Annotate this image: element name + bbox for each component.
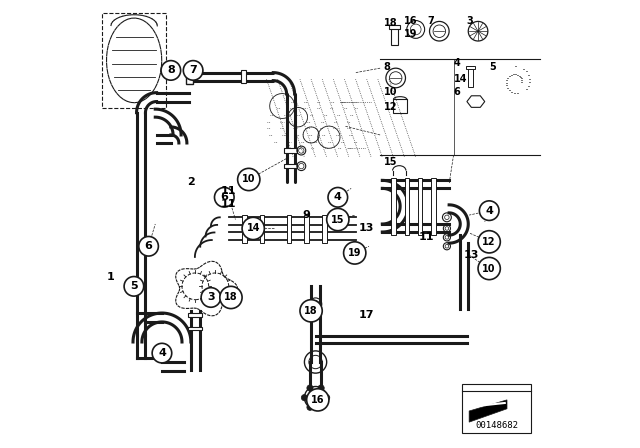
Circle shape — [201, 288, 221, 307]
Bar — [305, 215, 309, 243]
Circle shape — [220, 286, 242, 309]
Text: 17: 17 — [359, 310, 374, 320]
Text: 10: 10 — [483, 263, 496, 274]
Text: 18: 18 — [304, 306, 318, 316]
Text: 6: 6 — [220, 192, 228, 202]
Text: 00148682: 00148682 — [476, 421, 518, 430]
Bar — [391, 178, 396, 235]
Text: 12: 12 — [383, 103, 397, 112]
Text: 5: 5 — [489, 62, 496, 73]
Bar — [394, 99, 407, 113]
Bar — [388, 25, 400, 29]
Bar — [284, 148, 298, 153]
Bar — [284, 164, 298, 168]
Circle shape — [124, 276, 144, 296]
Bar — [404, 178, 409, 235]
Circle shape — [152, 343, 172, 363]
Circle shape — [344, 242, 366, 264]
Text: 5: 5 — [130, 281, 138, 291]
Bar — [463, 384, 531, 433]
Text: 2: 2 — [187, 177, 195, 187]
Bar — [241, 70, 246, 83]
Circle shape — [326, 208, 349, 231]
Circle shape — [328, 188, 348, 207]
Circle shape — [300, 300, 322, 322]
Text: 18: 18 — [383, 18, 397, 28]
Text: 11: 11 — [221, 199, 236, 209]
Text: 16: 16 — [404, 16, 417, 26]
Text: 6: 6 — [454, 87, 460, 97]
Text: 13: 13 — [359, 224, 374, 233]
Bar — [186, 69, 193, 84]
Text: 3: 3 — [466, 16, 473, 26]
Text: 11: 11 — [221, 185, 236, 196]
Circle shape — [301, 395, 308, 401]
Text: 1: 1 — [107, 272, 115, 282]
Bar — [418, 178, 422, 235]
Text: 14: 14 — [246, 224, 260, 233]
Circle shape — [161, 60, 180, 80]
Circle shape — [242, 217, 264, 240]
Text: 16: 16 — [311, 395, 324, 405]
Text: 15: 15 — [383, 157, 397, 167]
Circle shape — [307, 389, 329, 411]
Circle shape — [318, 404, 324, 410]
Bar — [242, 215, 246, 243]
Circle shape — [324, 395, 330, 401]
Bar — [322, 215, 326, 243]
Text: 8: 8 — [167, 65, 175, 75]
Bar — [468, 65, 473, 87]
Circle shape — [318, 385, 324, 391]
Text: 4: 4 — [158, 348, 166, 358]
Text: 10: 10 — [383, 87, 397, 97]
Bar — [260, 215, 264, 243]
Text: 8: 8 — [383, 62, 390, 73]
Text: 3: 3 — [207, 293, 215, 302]
Circle shape — [479, 201, 499, 220]
Bar — [431, 178, 436, 235]
Text: 6: 6 — [145, 241, 152, 251]
Polygon shape — [469, 400, 507, 422]
Circle shape — [183, 60, 203, 80]
Text: 10: 10 — [242, 174, 255, 185]
Text: 15: 15 — [331, 215, 344, 224]
Bar — [466, 65, 475, 69]
Bar — [287, 215, 291, 243]
Circle shape — [307, 385, 313, 391]
Text: 4: 4 — [485, 206, 493, 215]
Text: 13: 13 — [464, 250, 479, 260]
Text: 12: 12 — [483, 237, 496, 247]
Text: 9: 9 — [303, 210, 310, 220]
Bar — [188, 327, 202, 331]
Text: 11: 11 — [419, 233, 435, 242]
Circle shape — [237, 168, 260, 190]
Text: 18: 18 — [224, 293, 238, 302]
Text: 19: 19 — [404, 29, 417, 39]
Circle shape — [478, 231, 500, 253]
Text: 4: 4 — [334, 192, 342, 202]
Circle shape — [307, 404, 313, 410]
Text: 7: 7 — [189, 65, 197, 75]
Circle shape — [214, 188, 234, 207]
Text: 19: 19 — [348, 248, 362, 258]
Text: 14: 14 — [454, 73, 467, 83]
Circle shape — [478, 258, 500, 280]
Circle shape — [139, 237, 158, 256]
Bar — [102, 13, 166, 108]
Text: 4: 4 — [454, 58, 460, 68]
Text: 7: 7 — [428, 16, 435, 26]
Bar — [188, 314, 202, 317]
Bar — [391, 28, 398, 45]
